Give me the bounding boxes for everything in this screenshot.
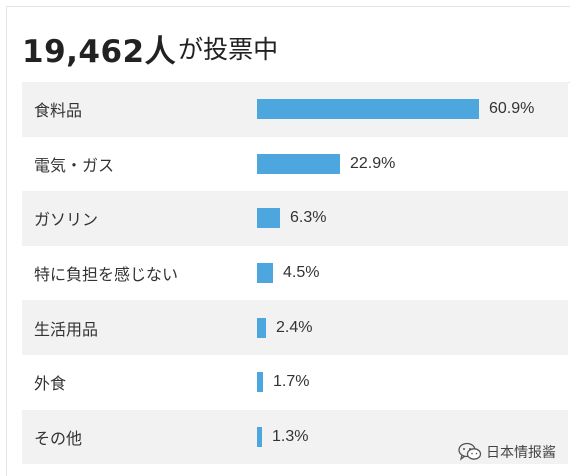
voter-count-suffix: が投票中: [178, 35, 279, 64]
option-bar: [257, 153, 340, 174]
voter-count: 19,462人: [22, 33, 177, 70]
poll-option-row: 外食 1.7%: [22, 355, 568, 410]
poll-option-row: 電気・ガス 22.9%: [22, 137, 568, 192]
option-bar: [257, 99, 479, 120]
option-label: ガソリン: [34, 210, 99, 230]
poll-option-row: ガソリン 6.3%: [22, 191, 568, 246]
watermark: 日本情报酱: [458, 442, 556, 462]
option-percent: 4.5%: [283, 264, 320, 282]
option-label: その他: [34, 428, 83, 448]
option-label: 電気・ガス: [34, 155, 115, 175]
poll-header: 19,462人 が投票中: [22, 18, 278, 78]
option-bar-area: 6.3%: [257, 191, 568, 246]
option-label: 特に負担を感じない: [34, 265, 179, 285]
option-bar: [257, 208, 280, 229]
option-bar-area: 60.9%: [257, 82, 568, 137]
option-label: 食料品: [34, 101, 83, 121]
option-bar-area: 1.3%: [257, 410, 568, 465]
poll-option-row: 食料品 60.9%: [22, 82, 568, 137]
watermark-text: 日本情报酱: [486, 445, 556, 461]
option-bar-area: 1.7%: [257, 355, 568, 410]
option-percent: 2.4%: [276, 318, 313, 336]
option-bar: [257, 263, 273, 284]
option-percent: 60.9%: [489, 100, 535, 118]
poll-options: 食料品 60.9% 電気・ガス 22.9% ガソリン 6.3% 特に負担を感じな…: [22, 82, 568, 465]
option-label: 外食: [34, 374, 67, 394]
poll-option-row: 生活用品 2.4%: [22, 300, 568, 355]
option-bar-area: 4.5%: [257, 246, 568, 301]
option-bar-area: 2.4%: [257, 300, 568, 355]
option-percent: 1.3%: [272, 427, 309, 445]
poll-frame: [6, 6, 570, 476]
option-percent: 6.3%: [290, 209, 327, 227]
wechat-icon: [458, 442, 482, 461]
option-percent: 22.9%: [350, 154, 396, 172]
option-bar-area: 22.9%: [257, 137, 568, 192]
option-bar: [257, 317, 266, 338]
option-percent: 1.7%: [273, 373, 310, 391]
option-bar: [257, 426, 262, 447]
poll-option-row: 特に負担を感じない 4.5%: [22, 246, 568, 301]
option-bar: [257, 372, 263, 393]
option-label: 生活用品: [34, 319, 99, 339]
